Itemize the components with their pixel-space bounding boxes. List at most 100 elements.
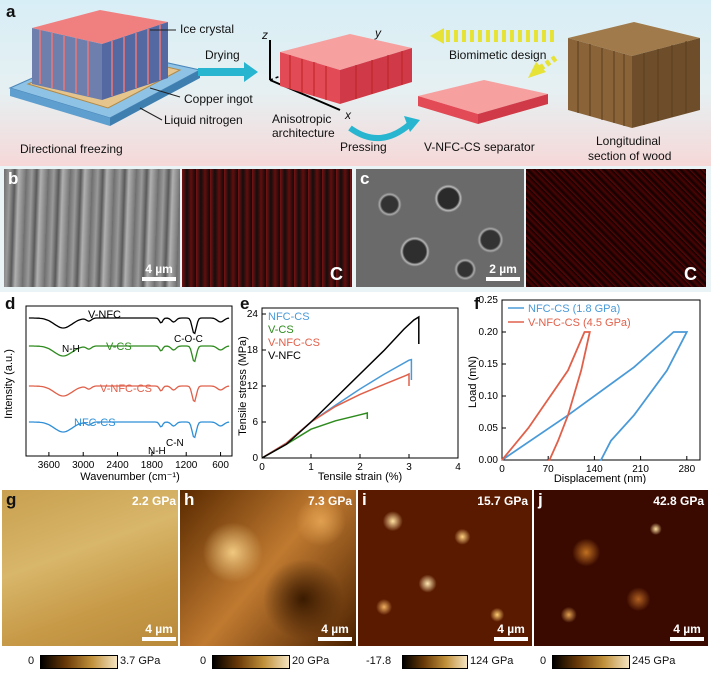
anisotropic-label-2: architecture xyxy=(272,126,335,140)
axis-z-label: z xyxy=(262,28,268,42)
ftir-series-v-nfc: V-NFC xyxy=(88,309,121,321)
panel-b-carbon-map xyxy=(182,169,352,287)
ftir-xlabel: Wavenumber (cm⁻¹) xyxy=(80,471,180,483)
ftir-xtick-label-5: 600 xyxy=(212,460,229,471)
tensile-ytick-label-0: 0 xyxy=(252,453,258,464)
ftir-series-v-nfc-cs: V-NFC-CS xyxy=(100,383,152,395)
ftir-series-v-cs: V-CS xyxy=(106,341,132,353)
tensile-ytick-label-2: 12 xyxy=(247,381,259,392)
cbar-h-max: 20 GPa xyxy=(292,655,330,667)
panel-c-sem-image xyxy=(356,169,524,287)
cbar-i-max: 124 GPa xyxy=(470,655,514,667)
modulus-map-j xyxy=(534,490,708,646)
load-ytick-label-3: 0.15 xyxy=(479,359,499,370)
panel-c-scale-bar: 2 µm xyxy=(486,262,520,281)
load-xlabel: Displacement (nm) xyxy=(554,473,646,484)
map-i-scale-text: 4 µm xyxy=(497,622,525,636)
panel-a-illustration xyxy=(8,10,700,142)
panel-c-carbon-map xyxy=(526,169,706,287)
map-j-scale-text: 4 µm xyxy=(673,622,701,636)
axis-y-label: y xyxy=(375,26,381,40)
liquid-nitrogen-label: Liquid nitrogen xyxy=(164,113,243,127)
tensile-legend-v-nfc: V-NFC xyxy=(268,350,301,362)
ftir-line-v-cs xyxy=(28,345,230,363)
modulus-map-i xyxy=(358,490,532,646)
copper-ingot-label: Copper ingot xyxy=(184,92,253,106)
panel-h-label: h xyxy=(184,490,195,509)
panel-j-label: j xyxy=(538,490,543,509)
colorbar-h xyxy=(212,655,290,669)
load-ytick-label-1: 0.05 xyxy=(479,423,499,434)
map-h-scale-bar: 4 µm xyxy=(318,622,352,641)
ftir-annotation-nh-1: N-H xyxy=(62,344,80,355)
panel-g-label: g xyxy=(6,490,17,509)
map-h-scale-text: 4 µm xyxy=(321,622,349,636)
map-j-value: 42.8 GPa xyxy=(653,494,704,508)
panel-b-sem-image xyxy=(4,169,180,287)
map-g-scale-text: 4 µm xyxy=(145,622,173,636)
cbar-g-max: 3.7 GPa xyxy=(120,655,161,667)
ftir-annotation-nh-2: N-H xyxy=(148,446,166,457)
load-ylabel: Load (mN) xyxy=(467,356,479,408)
load-ytick-label-0: 0.00 xyxy=(479,455,499,466)
tensile-xlabel: Tensile strain (%) xyxy=(318,471,402,483)
cbar-j-max: 245 GPa xyxy=(632,655,676,667)
ftir-chart: 3600 3000 2400 1800 1200 600 Intensity (a.u.)… xyxy=(3,305,233,483)
load-line-nfc-cs xyxy=(501,331,689,461)
tensile-legend-v-nfc-cs: V-NFC-CS xyxy=(268,337,320,349)
tensile-legend-nfc-cs: NFC-CS xyxy=(268,311,310,323)
panel-b-scale-text: 4 µm xyxy=(145,262,173,276)
tensile-line-nfc-cs xyxy=(261,358,413,459)
cbar-i-min: -17.8 xyxy=(366,655,392,667)
tensile-xtick-label-3: 3 xyxy=(406,462,412,473)
panel-i-label: i xyxy=(362,490,367,509)
cbar-j-min: 0 xyxy=(540,655,547,667)
panel-b-label: b xyxy=(8,169,19,188)
load-line-v-nfc-cs xyxy=(501,331,591,461)
load-displacement-chart: 0 70 140 210 280 0.00 0.05 0.10 0.15 0.20 0.25 NFC… xyxy=(467,296,701,484)
panel-a: a Ice crystal Copper ingot Liquid nitrog… xyxy=(0,0,711,166)
load-legend-label-1: V-NFC-CS (4.5 GPa) xyxy=(528,317,631,329)
panel-c-element-label: C xyxy=(684,264,697,284)
map-i-scale-bar: 4 µm xyxy=(494,622,528,641)
cbar-g-min: 0 xyxy=(28,655,35,667)
pressing-label: Pressing xyxy=(340,140,387,154)
axis-x-label: x xyxy=(345,108,351,122)
load-ytick-label-4: 0.20 xyxy=(479,327,499,338)
map-j-scale-bar: 4 µm xyxy=(670,622,704,641)
load-xtick-label-0: 0 xyxy=(499,464,505,475)
panel-f-label: f xyxy=(474,294,480,313)
ftir-annotation-coc: C-O-C xyxy=(174,334,203,345)
ftir-xtick-label-3: 1800 xyxy=(141,460,164,471)
tensile-ytick-label-1: 6 xyxy=(252,417,258,428)
load-legend-label-0: NFC-CS (1.8 GPa) xyxy=(528,303,620,315)
panel-b-element-label: C xyxy=(330,264,343,284)
panel-bc: b c 4 µm 2 µm C C xyxy=(0,166,711,292)
ftir-series-nfc-cs: NFC-CS xyxy=(74,417,116,429)
ftir-line-v-nfc xyxy=(28,317,230,335)
drying-label: Drying xyxy=(205,48,240,62)
load-xtick-label-4: 280 xyxy=(678,464,695,475)
tensile-ytick-label-3: 18 xyxy=(247,345,259,356)
tensile-ytick-label-4: 24 xyxy=(247,309,259,320)
tensile-legend-v-cs: V-CS xyxy=(268,324,294,336)
load-ytick-label-2: 0.10 xyxy=(479,391,499,402)
panel-e-label: e xyxy=(240,294,250,313)
tensile-xtick-label-2: 2 xyxy=(357,462,363,473)
ice-crystal-label: Ice crystal xyxy=(180,22,235,36)
tensile-ylabel: Tensile stress (MPa) xyxy=(237,336,249,436)
ftir-xtick-label-4: 1200 xyxy=(175,460,198,471)
tensile-xtick-label-4: 4 xyxy=(455,462,461,473)
panel-a-label: a xyxy=(6,2,16,21)
tensile-xtick-label-1: 1 xyxy=(308,462,314,473)
map-g-value: 2.2 GPa xyxy=(131,494,176,508)
panel-b-scale-bar: 4 µm xyxy=(142,262,176,281)
ftir-xtick-label-1: 3000 xyxy=(72,460,95,471)
tensile-line-v-nfc xyxy=(261,315,420,459)
modulus-map-h xyxy=(180,490,356,646)
ftir-line-nfc-cs xyxy=(28,421,230,439)
ftir-xtick-label-0: 3600 xyxy=(38,460,61,471)
map-h-value: 7.3 GPa xyxy=(307,494,352,508)
map-g-scale-bar: 4 µm xyxy=(142,622,176,641)
